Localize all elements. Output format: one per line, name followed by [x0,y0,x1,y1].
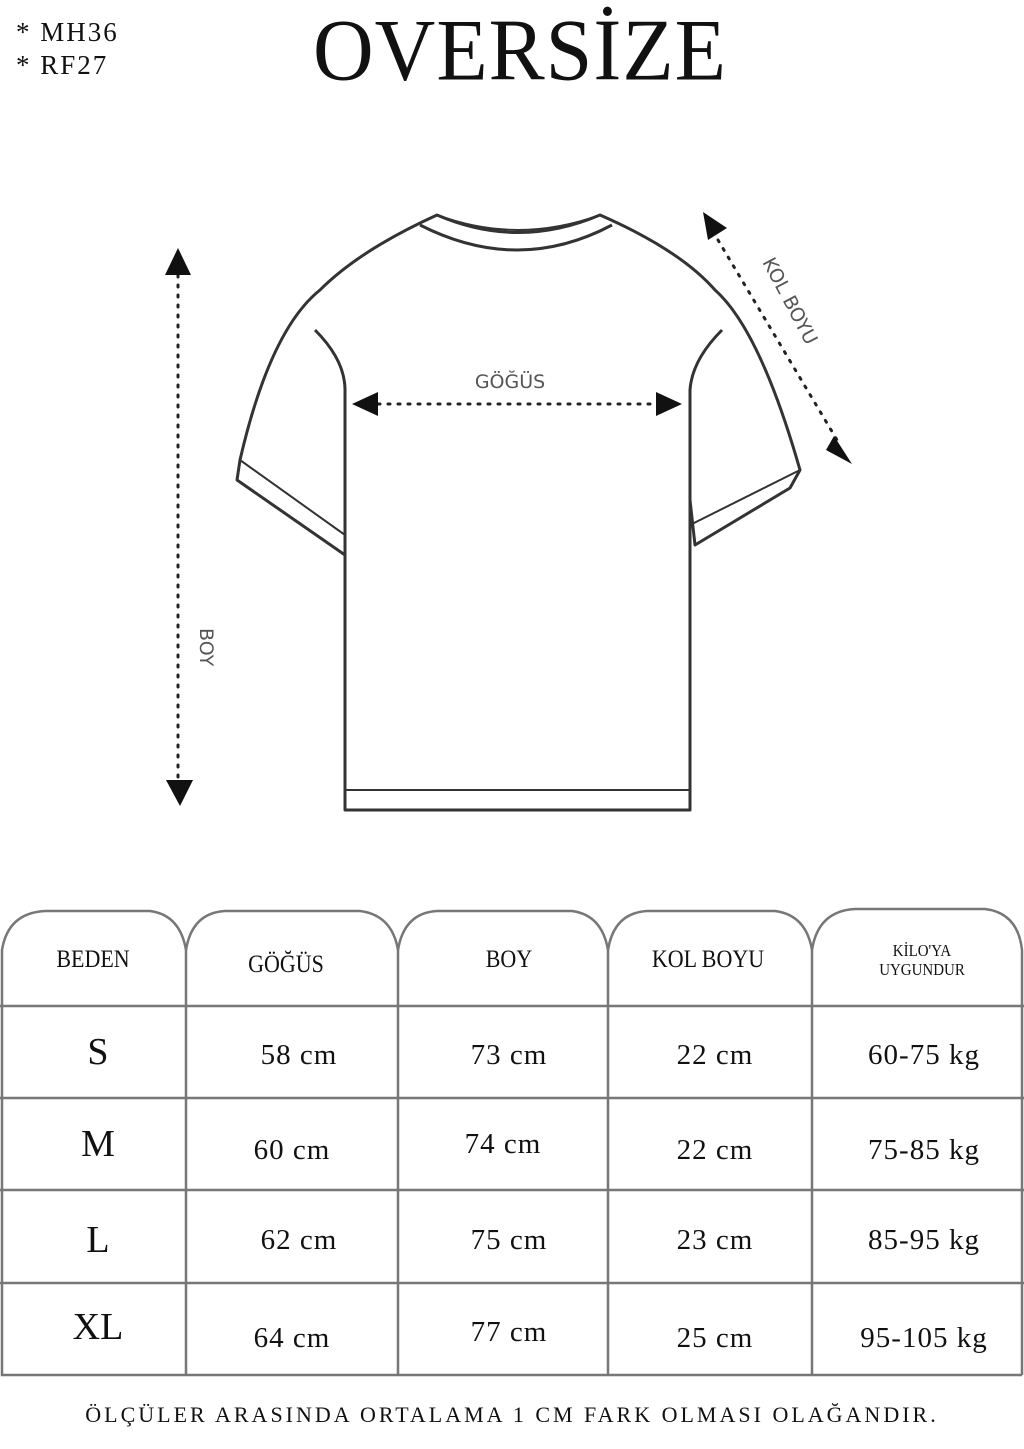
arrow-right-icon [656,392,682,416]
header-size: BEDEN [56,946,130,973]
table-grid [0,907,1024,1377]
cell-sleeve: 23 cm [676,1223,754,1256]
neckline [419,223,613,252]
cell-size: S [87,1031,109,1073]
product-code: * MH36 [16,17,119,47]
cell-sleeve: 25 cm [676,1321,754,1354]
header-length: BOY [485,946,533,973]
left-sleeve-seam [313,328,347,555]
cell-length: 74 cm [464,1127,542,1160]
header-chest: GÖĞÜS [248,951,324,978]
tshirt-diagram: GÖĞÜS KOL BOYU BOY [165,212,852,812]
cell-weight: 95-105 kg [860,1321,988,1354]
cell-chest: 60 cm [253,1133,331,1166]
cell-sleeve: 22 cm [676,1038,754,1071]
length-label: BOY [195,628,217,667]
cell-length: 75 cm [470,1223,548,1256]
cell-size: M [81,1123,115,1165]
sleeve-dotted-line [716,238,842,447]
chest-label: GÖĞÜS [475,369,545,393]
cell-weight: 60-75 kg [868,1038,980,1071]
header-sleeve: KOL BOYU [651,946,765,973]
cell-chest: 58 cm [260,1038,338,1071]
product-codes: * MH36 * RF27 [16,16,119,82]
cell-size: L [86,1219,110,1261]
header-weight: KİLO'YA UYGUNDUR [879,941,965,979]
sleeve-label: KOL BOYU [758,254,822,348]
footer-note: ÖLÇÜLER ARASINDA ORTALAMA 1 CM FARK OLMA… [85,1402,939,1427]
cell-weight: 85-95 kg [868,1223,980,1256]
arrow-up-icon [165,248,191,275]
arrow-up-left-icon [703,212,727,240]
arrow-left-icon [352,392,378,416]
cell-weight: 75-85 kg [868,1133,980,1166]
cell-sleeve: 22 cm [676,1133,754,1166]
size-table: BEDEN GÖĞÜS BOY KOL BOYU KİLO'YA UYGUNDU… [0,905,1024,1377]
left-cuff [239,459,346,536]
right-cuff [689,469,801,526]
cell-length: 73 cm [470,1038,548,1071]
arrow-down-icon [166,780,193,806]
neck-rib [436,214,601,231]
right-sleeve-seam [688,328,724,545]
cell-size: XL [72,1306,124,1348]
cell-chest: 62 cm [260,1223,338,1256]
cell-chest: 64 cm [253,1321,331,1354]
arrow-down-right-icon [826,436,852,464]
page-title: OVERSİZE [313,1,727,100]
product-code: * RF27 [16,50,109,80]
cell-length: 77 cm [470,1315,548,1348]
